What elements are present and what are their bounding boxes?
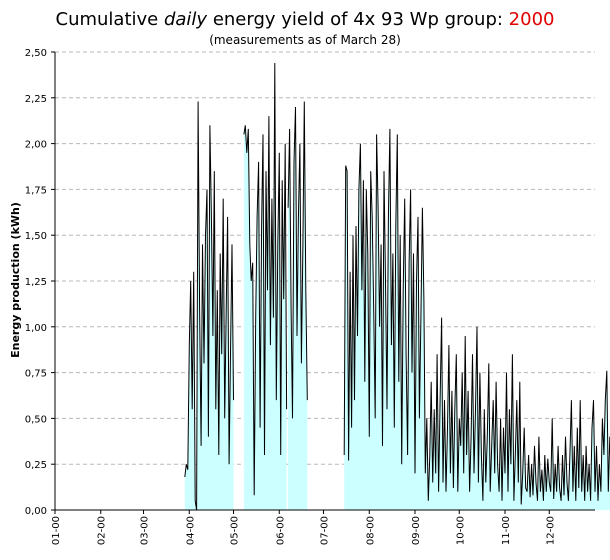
x-axis-ticks: 01-00 02-00 03-00 04-00 05-00 06-00 07-00 08-00… [51,510,556,545]
y-tick-label: 0,75 [25,369,47,380]
y-tick-label: 0,25 [25,460,47,471]
x-tick-label: 11-00 [501,516,512,545]
x-tick-label: 10-00 [455,516,466,545]
series-line [184,62,610,511]
y-axis-label: Energy production (kWh) [9,202,22,358]
series-line-segment [343,128,610,505]
y-tick-label: 2,25 [25,94,47,105]
x-tick-label: 09-00 [411,516,422,545]
gridlines [55,51,595,465]
chart-subtitle: (measurements as of March 28) [209,33,401,47]
x-tick-label: 05-00 [230,516,241,545]
y-tick-label: 1,75 [25,185,47,196]
y-tick-label: 0,00 [25,506,47,517]
x-tick-label: 02-00 [97,516,108,545]
x-tick-label: 01-00 [51,516,62,545]
y-tick-label: 0,50 [25,414,47,425]
y-tick-label: 1,25 [25,277,47,288]
title-year: 2000 [508,9,555,30]
x-tick-label: 08-00 [365,516,376,545]
y-tick-label: 2,00 [25,140,47,151]
x-tick-label: 04-00 [185,516,196,545]
y-axis-ticks: 0,00 0,25 0,50 0,75 1,00 1,25 1,50 1,75 2,00 2,25… [25,48,55,517]
chart-title: Cumulative daily energy yield of 4x 93 W… [55,9,555,30]
x-tick-label: 12-00 [545,516,556,545]
x-tick-label: 07-00 [320,516,331,545]
x-tick-label: 06-00 [275,516,286,545]
x-tick-label: 03-00 [140,516,151,545]
series-line-segment [243,62,288,496]
y-tick-label: 2,50 [25,48,47,59]
y-tick-label: 1,50 [25,231,47,242]
series-line-segment [287,101,308,419]
y-tick-label: 1,00 [25,323,47,334]
series-line-segment [184,101,234,511]
